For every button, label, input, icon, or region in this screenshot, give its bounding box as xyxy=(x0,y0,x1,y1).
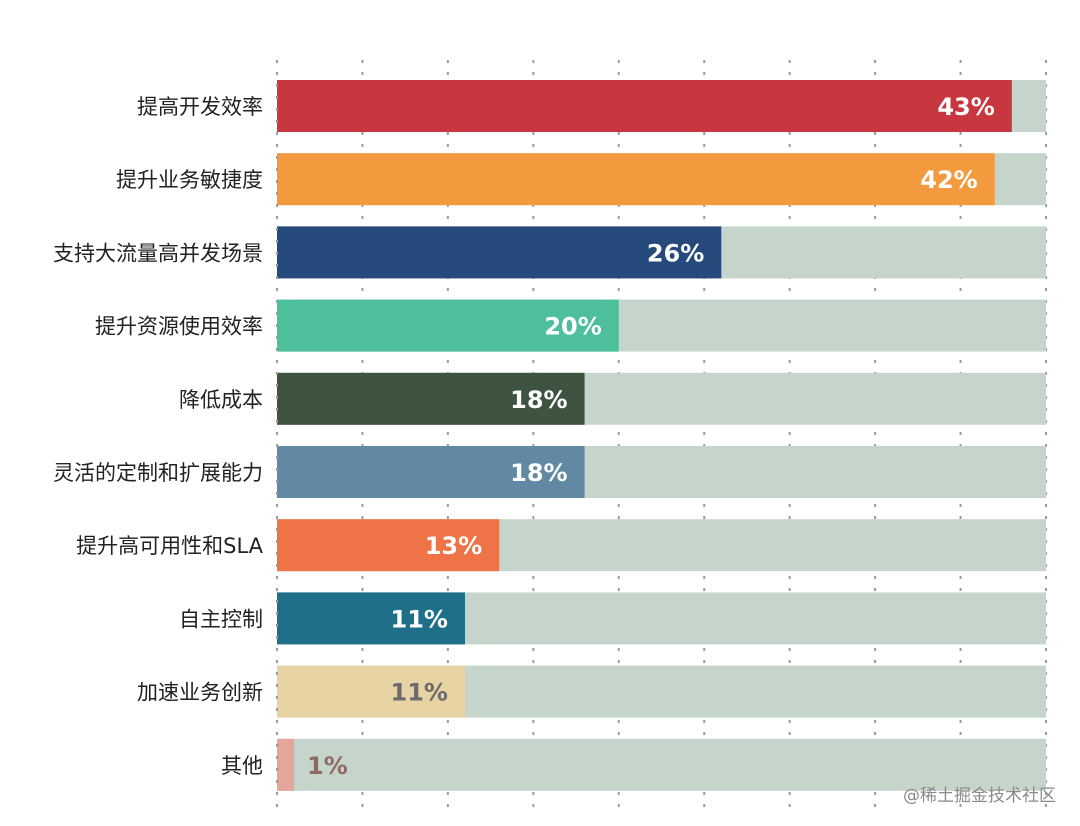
bar xyxy=(277,738,295,791)
bar xyxy=(277,372,585,425)
bar xyxy=(277,519,500,572)
category-label: 提升业务敏捷度 xyxy=(116,168,263,192)
bar xyxy=(277,299,619,352)
bar xyxy=(277,446,585,498)
category-label: 自主控制 xyxy=(179,607,263,631)
value-label: 13% xyxy=(425,532,482,560)
category-label: 提高开发效率 xyxy=(137,95,263,119)
value-label: 26% xyxy=(647,239,704,267)
value-label: 42% xyxy=(920,166,977,194)
category-label: 降低成本 xyxy=(179,388,263,412)
grid-lines xyxy=(361,60,1047,808)
category-label: 其他 xyxy=(221,754,263,778)
bar xyxy=(277,80,1012,132)
category-labels: 提高开发效率提升业务敏捷度支持大流量高并发场景提升资源使用效率降低成本灵活的定制… xyxy=(53,95,264,778)
bar xyxy=(277,665,465,718)
value-label: 1% xyxy=(307,752,348,780)
value-label: 43% xyxy=(937,93,994,121)
value-label: 18% xyxy=(510,459,567,487)
category-label: 支持大流量高并发场景 xyxy=(53,241,263,265)
value-label: 11% xyxy=(391,679,448,707)
bar xyxy=(277,226,722,279)
bars xyxy=(277,80,1012,791)
value-label: 20% xyxy=(544,313,601,341)
bar-track xyxy=(277,738,1046,791)
category-label: 提升高可用性和SLA xyxy=(76,534,264,558)
watermark: @稀土掘金技术社区 xyxy=(903,786,1056,806)
value-label: 11% xyxy=(391,605,448,633)
bar xyxy=(277,153,995,206)
value-label: 18% xyxy=(510,386,567,414)
category-label: 灵活的定制和扩展能力 xyxy=(53,461,263,485)
value-labels: 43% 42% 26% 20% 18% 18% 13% 11% 11% 1% xyxy=(307,93,995,780)
category-label: 加速业务创新 xyxy=(137,681,263,705)
category-label: 提升资源使用效率 xyxy=(95,315,263,339)
bar xyxy=(277,592,465,645)
